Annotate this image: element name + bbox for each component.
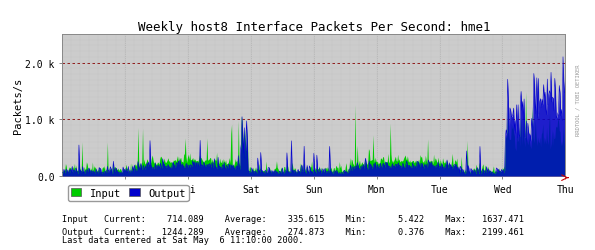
Text: Last data entered at Sat May  6 11:10:00 2000.: Last data entered at Sat May 6 11:10:00 … [62, 235, 304, 244]
Text: RRDTOOL / TOBI OETIKER: RRDTOOL / TOBI OETIKER [576, 64, 581, 136]
Text: Output  Current:   1244.289    Average:    274.873    Min:      0.376    Max:   : Output Current: 1244.289 Average: 274.87… [62, 228, 524, 236]
Y-axis label: Packets/s: Packets/s [12, 78, 23, 134]
Legend: Input, Output: Input, Output [68, 185, 189, 201]
Title: Weekly host8 Interface Packets Per Second: hme1: Weekly host8 Interface Packets Per Secon… [137, 21, 490, 34]
Text: Input   Current:    714.089    Average:    335.615    Min:      5.422    Max:   : Input Current: 714.089 Average: 335.615 … [62, 214, 524, 223]
